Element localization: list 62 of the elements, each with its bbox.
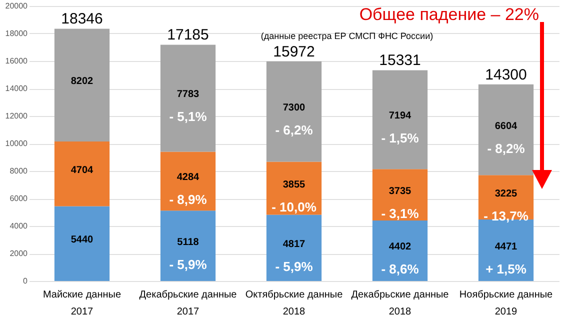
bar [160, 44, 216, 152]
annotation: - 8,9% [169, 192, 208, 208]
data-label: 4817 [282, 238, 306, 250]
data-label: 5118 [177, 236, 200, 248]
annotation: - 5,1% [169, 109, 208, 124]
data-label: 4402 [388, 242, 412, 253]
bar [54, 28, 110, 142]
data-label: 7194 [388, 110, 412, 122]
annotation: - 8,2% [487, 140, 526, 156]
y-tick-label: 10000 [5, 139, 28, 148]
annotation: - 1,5% [381, 130, 420, 146]
data-label: 3735 [388, 186, 412, 197]
total-label: 18346 [61, 10, 103, 28]
x-tick-label: Майские данные 2017 [42, 290, 122, 318]
total-label: 15972 [273, 43, 315, 60]
data-label: 7300 [282, 102, 306, 114]
annotation: - 5,9% [169, 256, 208, 272]
data-label: 7783 [176, 89, 200, 100]
annotation: (данные реестра ЕР СМСП ФНС России) [260, 31, 434, 41]
chart-title: Общее падение – 22% [359, 5, 539, 24]
total-label: 15331 [379, 52, 421, 70]
y-tick-label: 8000 [10, 166, 28, 176]
bar [54, 206, 110, 281]
y-tick-label: 0 [23, 276, 28, 286]
bar [372, 169, 428, 220]
annotation: - 6,2% [275, 122, 314, 138]
data-label: 5440 [70, 234, 94, 246]
bar [372, 70, 428, 170]
y-tick-label: 4000 [10, 222, 28, 230]
y-tick-label: 2000 [10, 249, 28, 258]
annotation: - 3,1% [381, 206, 420, 221]
data-label: 3855 [282, 179, 306, 190]
y-tick-label: 18000 [5, 29, 28, 38]
y-tick-label: 14000 [5, 84, 28, 93]
y-tick-label: 12000 [5, 112, 28, 120]
annotation: - 13,7% [484, 208, 529, 224]
total-label: 14300 [485, 66, 527, 84]
data-label: 3225 [494, 188, 518, 200]
data-label: 4284 [176, 172, 200, 184]
x-tick-label: Ноябрьские данные 2019 [459, 290, 554, 318]
annotation: - 8,6% [381, 262, 420, 277]
total-label: 17185 [167, 26, 209, 44]
bar [160, 210, 216, 281]
bar [160, 152, 216, 211]
annotation: - 10,0% [272, 199, 317, 214]
annotation: - 5,9% [275, 258, 314, 274]
bar [266, 214, 322, 281]
y-tick-label: 6000 [10, 194, 28, 203]
x-tick-label: Декабрьские данные 2018 [351, 290, 450, 318]
y-tick-label: 16000 [5, 56, 28, 66]
data-label: 4704 [70, 164, 94, 176]
bar [372, 220, 428, 281]
y-tick-label: 20000 [5, 2, 28, 10]
bar [478, 84, 534, 176]
bar [54, 142, 110, 206]
data-label: 4471 [494, 241, 518, 252]
bar [266, 61, 322, 162]
annotation: + 1,5% [486, 261, 527, 276]
data-label: 8202 [70, 76, 94, 88]
x-tick-label: Октябрьские данные 2018 [245, 290, 344, 318]
x-tick-label: Декабрьские данные 2017 [139, 290, 238, 318]
data-label: 6604 [494, 120, 518, 132]
